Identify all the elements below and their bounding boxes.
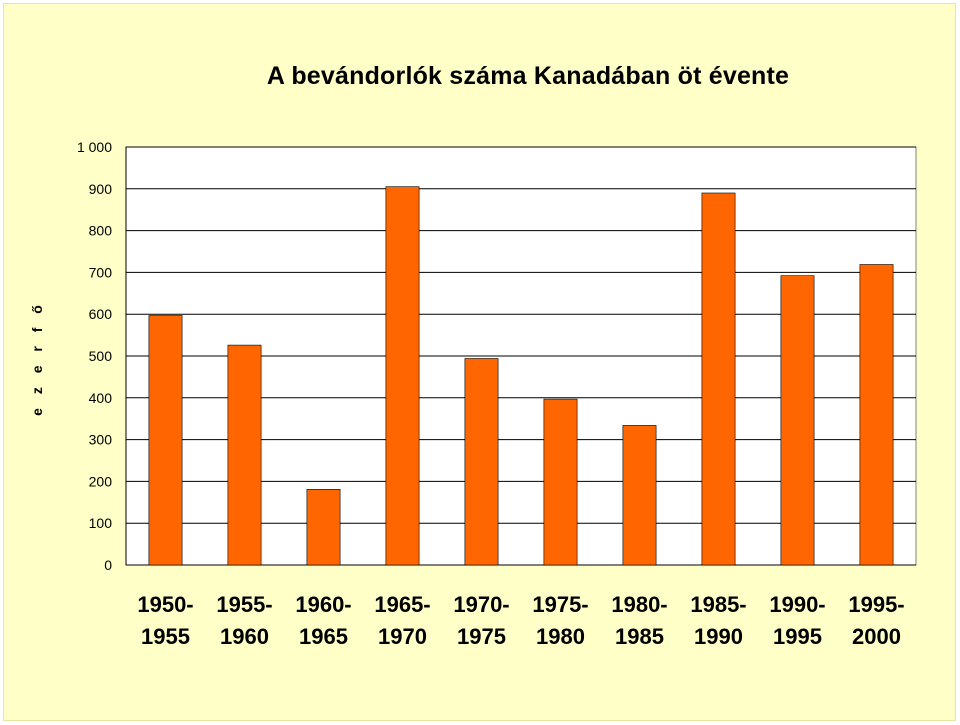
x-tick-label: 1965- — [374, 592, 430, 617]
x-tick-label: 1960 — [220, 624, 269, 649]
x-tick-label: 1975 — [457, 624, 506, 649]
x-tick-label: 1970- — [453, 592, 509, 617]
y-tick-label: 300 — [89, 432, 113, 448]
x-tick-label: 1980 — [536, 624, 585, 649]
bar — [622, 425, 657, 566]
y-tick-label: 0 — [104, 557, 112, 573]
bar — [385, 186, 420, 566]
y-tick-label: 1 000 — [77, 139, 112, 155]
bar — [543, 398, 578, 566]
x-tick-label: 1975- — [532, 592, 588, 617]
chart-title: A bevándorlók száma Kanadában öt évente — [266, 62, 790, 90]
x-tick-label: 1995 — [773, 624, 822, 649]
x-tick-label: 1990- — [769, 592, 825, 617]
y-tick-label: 200 — [89, 473, 113, 489]
bar — [780, 275, 815, 566]
y-tick-label: 900 — [89, 181, 113, 197]
x-tick-label: 1980- — [611, 592, 667, 617]
bar — [859, 264, 894, 566]
x-tick-label: 1955- — [216, 592, 272, 617]
x-tick-label: 2000 — [852, 624, 901, 649]
x-tick-label: 1985- — [690, 592, 746, 617]
bar — [701, 192, 736, 566]
x-tick-label: 1970 — [378, 624, 427, 649]
x-tick-label: 1995- — [848, 592, 904, 617]
x-tick-label: 1965 — [299, 624, 348, 649]
bar — [464, 358, 499, 566]
bar — [306, 488, 341, 566]
y-tick-label: 600 — [89, 306, 113, 322]
bar — [148, 315, 183, 566]
y-tick-label: 500 — [89, 348, 113, 364]
x-tick-label: 1950- — [137, 592, 193, 617]
x-tick-label: 1985 — [615, 624, 664, 649]
y-tick-label: 100 — [89, 515, 113, 531]
x-tick-label: 1960- — [295, 592, 351, 617]
y-tick-label: 700 — [89, 264, 113, 280]
x-tick-label: 1955 — [141, 624, 190, 649]
y-tick-label: 800 — [89, 223, 113, 239]
bar — [227, 344, 262, 566]
x-tick-label: 1990 — [694, 624, 743, 649]
y-tick-label: 400 — [89, 390, 113, 406]
